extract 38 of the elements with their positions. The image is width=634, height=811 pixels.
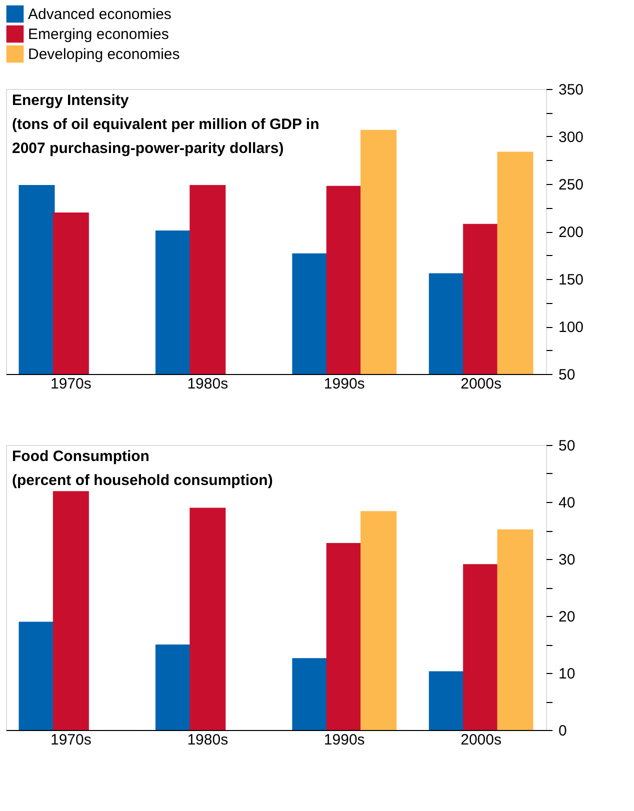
legend-label: Advanced economies [28, 6, 172, 23]
text: (percent of household consumption) [12, 472, 273, 489]
x-tick-label: 1980s [187, 376, 228, 392]
x-tick-label: 2000s [460, 732, 502, 748]
bar [292, 658, 328, 730]
y-tick-label: 250 [558, 176, 584, 194]
legend-label: Emerging economies [28, 26, 169, 43]
y-tick-label: 30 [558, 552, 576, 568]
bar [190, 508, 226, 730]
text: (tons of oil equivalent per million of GDP in 2007 purchasing-power-parity dollars) [12, 116, 320, 157]
chart-title: Energy Intensity [12, 92, 130, 109]
x-tick-label: 1970s [50, 732, 92, 748]
bar [18, 622, 55, 730]
x-tick-label: 1990s [324, 732, 365, 748]
x-tick-label: 1990s [324, 376, 365, 392]
bar [497, 529, 534, 730]
y-tick-label: 20 [558, 608, 576, 626]
bar [326, 543, 362, 730]
y-tick-label: 50 [558, 366, 576, 384]
y-tick-label: 350 [558, 82, 584, 98]
bar [155, 644, 192, 730]
legend-label: Developing economies [28, 46, 180, 63]
y-tick-label: 150 [558, 272, 584, 288]
y-tick-label: 50 [558, 438, 576, 454]
x-tick-label: 2000s [460, 376, 502, 392]
bar [360, 511, 397, 730]
y-tick-label: 300 [558, 129, 584, 146]
y-tick-label: 0 [558, 722, 567, 740]
bar [463, 564, 500, 730]
y-tick-label: 40 [558, 494, 576, 512]
y-tick-label: 100 [558, 319, 584, 336]
x-tick-label: 1980s [187, 732, 228, 748]
x-tick-label: 1970s [50, 376, 92, 392]
bar [52, 491, 89, 730]
bar [428, 671, 465, 730]
y-tick-label: 10 [558, 666, 576, 682]
y-tick-label: 200 [558, 224, 584, 241]
chart-title: Food Consumption [12, 448, 150, 465]
